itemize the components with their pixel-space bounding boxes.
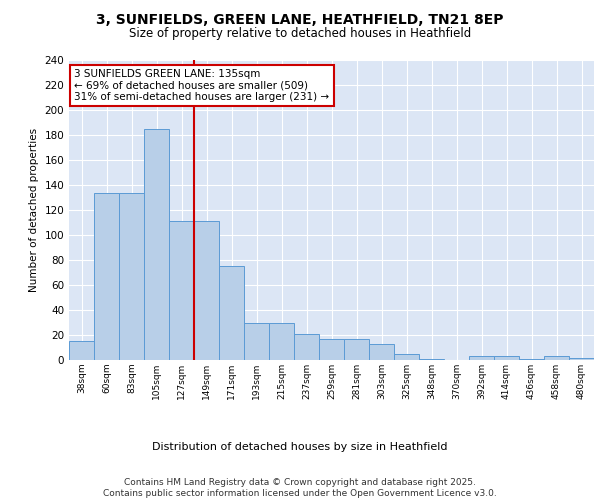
Bar <box>319 339 344 360</box>
Bar <box>294 334 319 360</box>
Text: 3, SUNFIELDS, GREEN LANE, HEATHFIELD, TN21 8EP: 3, SUNFIELDS, GREEN LANE, HEATHFIELD, TN… <box>96 12 504 26</box>
Bar <box>544 356 569 360</box>
Bar <box>419 359 444 360</box>
Y-axis label: Number of detached properties: Number of detached properties <box>29 128 39 292</box>
Bar <box>519 359 544 360</box>
Bar <box>469 356 494 360</box>
Bar <box>569 358 594 360</box>
Bar <box>194 221 219 360</box>
Bar <box>394 354 419 360</box>
Bar <box>144 128 169 360</box>
Text: Size of property relative to detached houses in Heathfield: Size of property relative to detached ho… <box>129 28 471 40</box>
Bar <box>119 192 144 360</box>
Text: Distribution of detached houses by size in Heathfield: Distribution of detached houses by size … <box>152 442 448 452</box>
Bar <box>169 221 194 360</box>
Bar <box>94 192 119 360</box>
Bar <box>244 322 269 360</box>
Bar <box>494 356 519 360</box>
Bar <box>69 341 94 360</box>
Bar <box>269 322 294 360</box>
Bar <box>219 266 244 360</box>
Text: Contains HM Land Registry data © Crown copyright and database right 2025.
Contai: Contains HM Land Registry data © Crown c… <box>103 478 497 498</box>
Bar <box>344 339 369 360</box>
Text: 3 SUNFIELDS GREEN LANE: 135sqm
← 69% of detached houses are smaller (509)
31% of: 3 SUNFIELDS GREEN LANE: 135sqm ← 69% of … <box>74 69 329 102</box>
Bar <box>369 344 394 360</box>
